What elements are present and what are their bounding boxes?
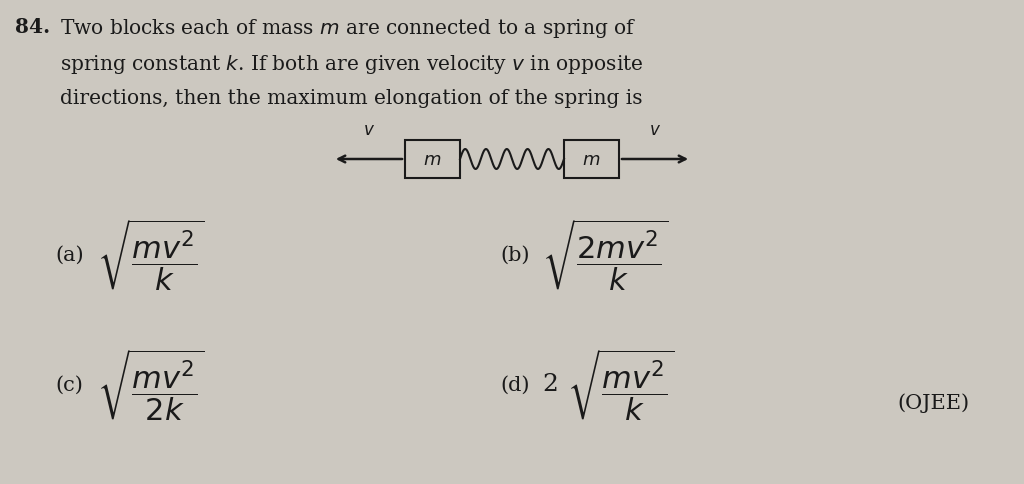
Text: $m$: $m$ xyxy=(423,151,441,168)
Text: $\sqrt{\dfrac{2mv^{2}}{k}}$: $\sqrt{\dfrac{2mv^{2}}{k}}$ xyxy=(542,217,669,292)
Text: 84.: 84. xyxy=(15,17,50,37)
Text: $m$: $m$ xyxy=(583,151,601,168)
Bar xyxy=(406,141,460,179)
Text: $\sqrt{\dfrac{mv^{2}}{k}}$: $\sqrt{\dfrac{mv^{2}}{k}}$ xyxy=(97,217,205,292)
Text: $v$: $v$ xyxy=(362,122,375,139)
Text: (a): (a) xyxy=(55,245,84,264)
Text: (c): (c) xyxy=(55,375,83,393)
Text: Two blocks each of mass $m$ are connected to a spring of: Two blocks each of mass $m$ are connecte… xyxy=(60,17,637,40)
Text: $\sqrt{\dfrac{mv^{2}}{2k}}$: $\sqrt{\dfrac{mv^{2}}{2k}}$ xyxy=(97,347,205,422)
Bar xyxy=(564,141,618,179)
Text: (OJEE): (OJEE) xyxy=(898,393,970,412)
Text: $\sqrt{\dfrac{mv^{2}}{k}}$: $\sqrt{\dfrac{mv^{2}}{k}}$ xyxy=(567,347,675,422)
Text: spring constant $k$. If both are given velocity $v$ in opposite: spring constant $k$. If both are given v… xyxy=(60,53,643,76)
Text: (d): (d) xyxy=(500,375,529,393)
Text: (b): (b) xyxy=(500,245,529,264)
Text: directions, then the maximum elongation of the spring is: directions, then the maximum elongation … xyxy=(60,89,642,108)
Text: 2: 2 xyxy=(542,373,558,396)
Text: $v$: $v$ xyxy=(649,122,662,139)
